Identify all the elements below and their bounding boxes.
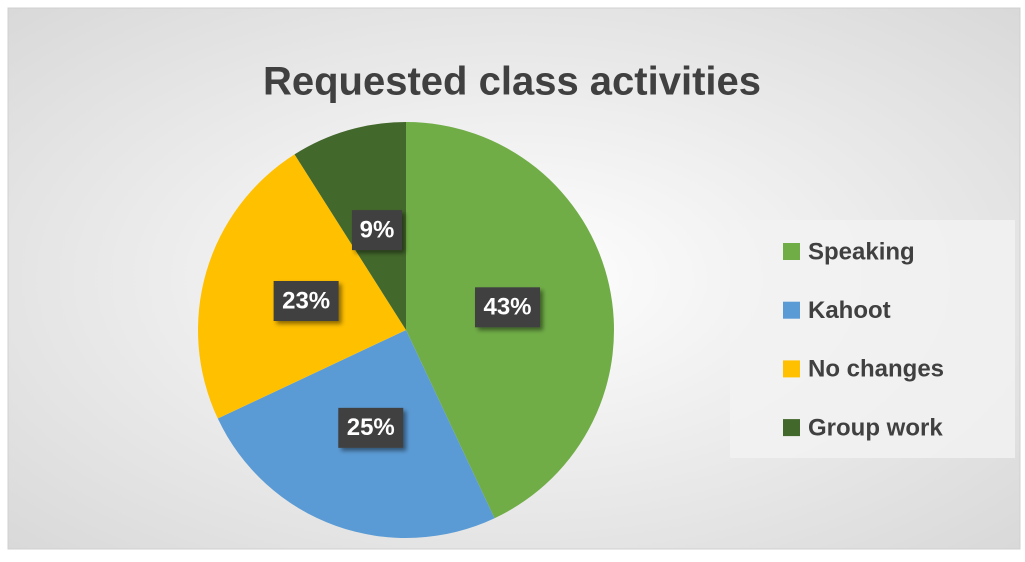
legend-label: Group work (808, 414, 943, 441)
data-label: 23% (282, 287, 330, 314)
legend-label: Kahoot (808, 297, 891, 324)
data-label: 25% (347, 414, 395, 441)
legend-swatch (783, 360, 800, 378)
data-label-box (273, 280, 339, 321)
data-label: 9% (360, 216, 395, 243)
legend-swatch (783, 301, 800, 319)
data-label-box (338, 407, 404, 448)
chart-title: Requested class activities (263, 60, 761, 104)
legend-label: No changes (808, 356, 944, 383)
legend-swatch (783, 419, 800, 437)
data-label-box (474, 287, 540, 328)
legend-box (730, 220, 1015, 458)
legend-swatch (783, 243, 800, 260)
legend-label: Speaking (808, 238, 915, 265)
data-label-box (351, 210, 402, 251)
data-label: 43% (483, 294, 531, 321)
pie-slice (294, 122, 406, 330)
